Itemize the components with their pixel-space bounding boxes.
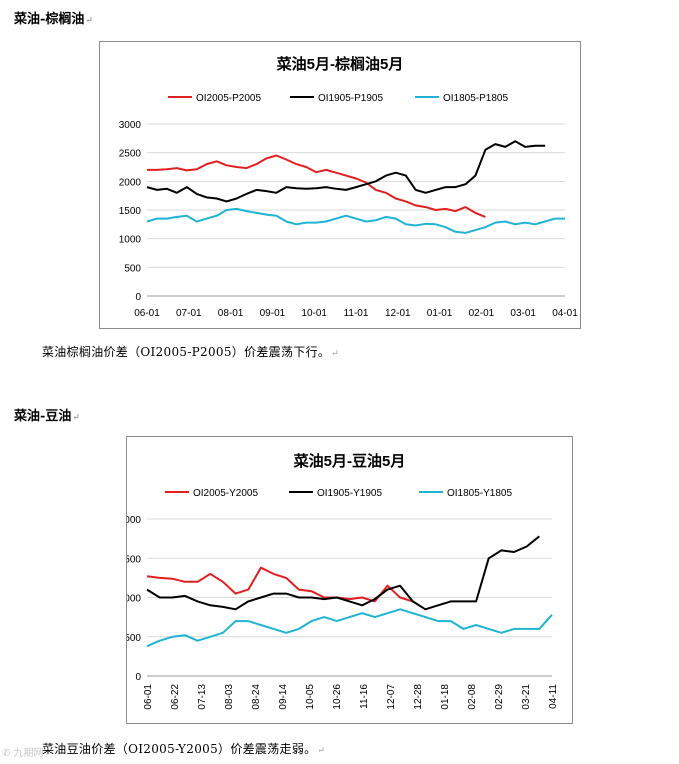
legend-label: OI2005-Y2005 bbox=[193, 488, 258, 499]
x-tick-label: 02-29 bbox=[494, 684, 505, 710]
legend-label: OI1805-Y1805 bbox=[447, 488, 512, 499]
x-tick-label: 06-01 bbox=[143, 684, 154, 710]
x-tick-label: 09-01 bbox=[260, 308, 286, 319]
x-tick-label: 10-26 bbox=[332, 684, 343, 710]
x-tick-label: 06-01 bbox=[134, 308, 160, 319]
y-tick-label: 2000 bbox=[119, 177, 142, 188]
paragraph-soy: 菜油豆油价差（OI2005-Y2005）价差震荡走弱。↵ bbox=[42, 742, 326, 756]
series-line-OI2005-P2005 bbox=[147, 154, 486, 218]
x-tick-label: 01-01 bbox=[427, 308, 453, 319]
x-tick-label: 10-05 bbox=[305, 684, 316, 710]
watermark: ✆ 九期网 bbox=[2, 748, 44, 759]
y-tick-label: 1000 bbox=[119, 235, 142, 246]
series-line-OI1905-Y1905 bbox=[146, 535, 540, 611]
x-tick-label: 12-07 bbox=[386, 684, 397, 710]
legend-label: OI1805-P1805 bbox=[443, 93, 508, 104]
y-tick-label: 0 bbox=[135, 672, 141, 683]
x-tick-label: 10-01 bbox=[301, 308, 327, 319]
x-tick-label: 04-01 bbox=[552, 308, 578, 319]
chart-frame-palm: 菜油5月-棕榈油5月 OI2005-P2005 OI1905-P1905 OI1805… bbox=[99, 41, 581, 329]
x-tick-label: 03-01 bbox=[510, 308, 536, 319]
series-line-OI1805-P1805 bbox=[146, 207, 565, 234]
chart-rapeseed-palm: 菜油5月-棕榈油5月 OI2005-P2005 OI1905-P1905 OI1805… bbox=[119, 55, 578, 319]
legend-label: OI2005-P2005 bbox=[196, 93, 261, 104]
chart-rapeseed-soy: 菜油5月-豆油5月 OI2005-Y2005 OI1905-Y1905 OI1805-… bbox=[119, 452, 559, 710]
series-line-OI1805-Y1805 bbox=[146, 608, 553, 648]
chart-title: 菜油5月-棕榈油5月 bbox=[276, 55, 404, 73]
x-tick-label: 11-01 bbox=[344, 308, 369, 319]
y-tick-label: 0 bbox=[135, 292, 141, 303]
section-heading-soy: 菜油-豆油↵ bbox=[14, 409, 80, 424]
x-tick-label: 08-01 bbox=[218, 308, 244, 319]
x-tick-label: 07-13 bbox=[197, 684, 208, 710]
y-tick-label: 500 bbox=[127, 633, 141, 644]
chart-title: 菜油5月-豆油5月 bbox=[293, 452, 406, 470]
x-tick-label: 08-24 bbox=[251, 684, 262, 710]
section-heading-palm: 菜油-棕榈油↵ bbox=[14, 12, 93, 27]
x-tick-label: 11-16 bbox=[359, 684, 370, 709]
series-line-OI2005-Y2005 bbox=[146, 566, 414, 603]
x-tick-label: 04-11 bbox=[548, 684, 559, 709]
series-line-OI1905-P1905 bbox=[146, 140, 546, 203]
x-tick-label: 07-01 bbox=[176, 308, 202, 319]
x-tick-label: 03-21 bbox=[521, 684, 532, 710]
chart-frame-soy: 菜油5月-豆油5月 OI2005-Y2005 OI1905-Y1905 OI1805-… bbox=[119, 436, 573, 724]
x-tick-label: 08-03 bbox=[224, 684, 235, 710]
y-tick-label: 1500 bbox=[127, 554, 141, 565]
y-tick-label: 1500 bbox=[119, 206, 142, 217]
y-tick-label: 1000 bbox=[127, 594, 141, 605]
y-tick-label: 2500 bbox=[119, 149, 142, 160]
x-tick-label: 09-14 bbox=[278, 684, 289, 710]
x-tick-label: 01-18 bbox=[440, 684, 451, 710]
y-tick-label: 3000 bbox=[119, 120, 142, 131]
x-tick-label: 12-01 bbox=[385, 308, 411, 319]
y-tick-label: 2000 bbox=[127, 515, 141, 526]
x-tick-label: 12-28 bbox=[413, 684, 424, 710]
x-tick-label: 06-22 bbox=[170, 684, 181, 710]
x-tick-label: 02-08 bbox=[467, 684, 478, 710]
y-tick-label: 500 bbox=[124, 263, 141, 274]
paragraph-palm: 菜油棕榈油价差（OI2005-P2005）价差震荡下行。↵ bbox=[42, 345, 340, 359]
x-tick-label: 02-01 bbox=[469, 308, 495, 319]
legend-label: OI1905-P1905 bbox=[318, 93, 383, 104]
legend-label: OI1905-Y1905 bbox=[317, 488, 382, 499]
